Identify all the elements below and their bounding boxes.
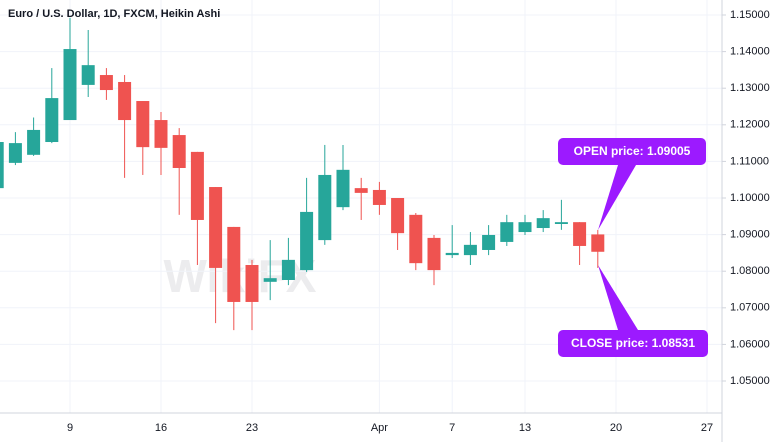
candle-body	[372, 189, 386, 205]
x-tick-label: 16	[155, 422, 167, 434]
annotation-text: CLOSE price: 1.08531	[571, 336, 695, 350]
x-tick-label: 27	[701, 422, 713, 434]
candle-body	[300, 211, 314, 271]
x-tick-label: 13	[519, 422, 531, 434]
x-tick-label: 23	[246, 422, 258, 434]
candle-body	[318, 174, 332, 241]
candle-body	[500, 222, 514, 242]
x-tick-label: 7	[449, 422, 455, 434]
candle-body	[445, 252, 459, 256]
candle-body	[227, 226, 241, 302]
annotation-arrow	[598, 265, 638, 330]
y-tick-label: 1.08000	[730, 265, 770, 277]
candle-body	[391, 198, 405, 234]
y-tick-label: 1.14000	[730, 46, 770, 58]
y-tick-label: 1.07000	[730, 302, 770, 314]
candle-body	[482, 234, 496, 250]
candle-body	[172, 135, 186, 168]
candle-body	[0, 142, 4, 189]
candle-body	[99, 75, 113, 91]
candle-body	[136, 101, 150, 148]
y-tick-label: 1.13000	[730, 82, 770, 94]
candle-body	[554, 222, 568, 224]
candle-body	[336, 169, 350, 208]
y-tick-label: 1.12000	[730, 119, 770, 131]
candle-body	[591, 234, 605, 252]
candle-body	[81, 65, 95, 85]
candle-body	[8, 143, 22, 163]
x-tick-label: 9	[67, 422, 73, 434]
candle-body	[45, 98, 59, 143]
candle-body	[209, 187, 223, 268]
candle-body	[281, 259, 295, 280]
candle-body	[518, 222, 532, 233]
candles	[0, 17, 605, 331]
candle-body	[463, 244, 477, 256]
y-tick-label: 1.11000	[730, 155, 769, 167]
chart-title: Euro / U.S. Dollar, 1D, FXCM, Heikin Ash…	[8, 8, 220, 20]
y-tick-label: 1.06000	[730, 338, 770, 350]
annotation-text: OPEN price: 1.09005	[574, 144, 691, 158]
candle-body	[354, 188, 368, 193]
candle-body	[263, 278, 277, 282]
x-tick-label: 20	[610, 422, 622, 434]
y-tick-label: 1.15000	[730, 9, 770, 21]
candle-body	[190, 151, 204, 220]
candle-body	[409, 214, 423, 264]
candle-body	[536, 218, 550, 229]
x-tick-label: Apr	[371, 422, 388, 434]
candle-body	[118, 81, 132, 121]
candle-body	[154, 120, 168, 148]
annotation-arrow	[598, 165, 636, 230]
candle-body	[427, 237, 441, 271]
candle-body	[63, 49, 77, 121]
annotation-box	[558, 138, 706, 165]
y-tick-label: 1.05000	[730, 375, 770, 387]
annotation-box	[558, 330, 708, 357]
y-tick-label: 1.10000	[730, 192, 770, 204]
y-tick-label: 1.09000	[730, 229, 770, 241]
candle-body	[245, 264, 259, 302]
candle-body	[27, 129, 41, 155]
candle-body	[573, 222, 587, 246]
